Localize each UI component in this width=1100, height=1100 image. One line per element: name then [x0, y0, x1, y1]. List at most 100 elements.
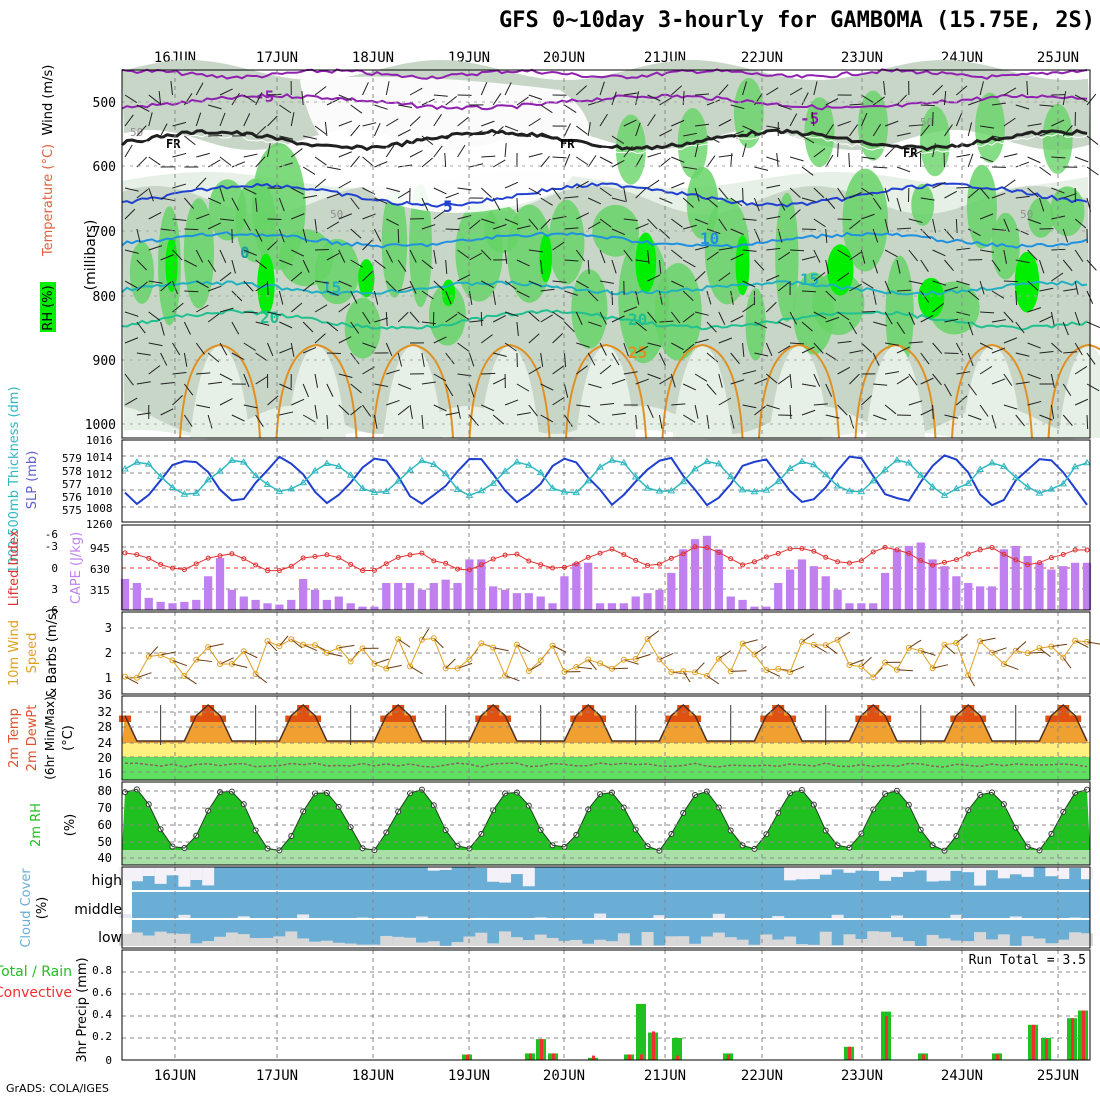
- wind-barb: [564, 259, 579, 262]
- rh-moist-blob: [618, 236, 670, 364]
- wind-barb: [1015, 195, 1030, 199]
- wind-barb: [635, 414, 638, 429]
- cloud-mid-block: [534, 917, 547, 918]
- wind-barb: [183, 321, 191, 335]
- wind-barb: [587, 259, 590, 275]
- rh2m-line: [124, 788, 1088, 852]
- wind-barb: [801, 321, 813, 332]
- cloud-low-block: [879, 931, 892, 946]
- wind-barb: [302, 228, 307, 243]
- wind-barb: [1015, 104, 1030, 110]
- wind-barb: [552, 333, 564, 344]
- wind-barb: [873, 383, 888, 386]
- cape-tick-label: 315: [90, 584, 110, 597]
- wind-barb: [706, 414, 710, 429]
- cape-bar: [227, 589, 237, 610]
- wind-barb: [516, 412, 531, 416]
- wind-barb: [683, 132, 698, 137]
- wind-barb: [682, 197, 694, 208]
- temp-hot-cap: [582, 705, 595, 722]
- cape-bar: [1047, 569, 1056, 610]
- wind-barb: [468, 290, 473, 305]
- wind-barb: [421, 259, 434, 270]
- wind-barb: [623, 371, 638, 375]
- temp-hot-cap: [867, 705, 880, 722]
- precip-conv-bar: [529, 1053, 532, 1060]
- cloud-low-block: [285, 931, 298, 946]
- wind-barb: [160, 228, 175, 232]
- wind-barb: [1003, 179, 1016, 189]
- dewpt-axis-label: 2m DewPt: [25, 705, 40, 772]
- temp-hot-cap: [475, 715, 488, 722]
- wind-barb: [813, 342, 824, 354]
- rh-moist-blob: [654, 263, 702, 361]
- wind-axis-label: Wind (m/s): [41, 65, 56, 136]
- wind-barb: [528, 118, 541, 127]
- thickness-marker: [833, 482, 842, 489]
- wind-barb: [148, 245, 163, 251]
- thickness-marker: [180, 490, 189, 497]
- wind-barb: [742, 639, 758, 645]
- rh-surface-plume: [286, 345, 347, 438]
- wind-barb: [1027, 373, 1041, 380]
- wind-barb: [552, 187, 562, 200]
- wind-barb: [290, 342, 295, 357]
- li-marker: [348, 561, 354, 567]
- minmax-axis-label: (6hr Min/Max): [43, 696, 57, 780]
- cloud-clear-block: [1057, 867, 1070, 879]
- cloud-low-block: [641, 932, 654, 946]
- precip-conv-bar: [922, 1054, 925, 1060]
- wind-barb: [635, 653, 651, 660]
- thickness-marker: [216, 467, 224, 474]
- cape-bar: [417, 589, 427, 610]
- wind-barb: [718, 311, 726, 325]
- wind-barb: [421, 381, 436, 385]
- wind-barb: [1086, 93, 1097, 106]
- wind-barb: [873, 166, 888, 169]
- li-marker: [965, 551, 971, 557]
- cloud-low-block: [974, 932, 987, 946]
- wind-barb: [183, 93, 193, 106]
- rh-surface-plume: [865, 345, 926, 438]
- wind-barb: [196, 152, 210, 158]
- wind-barb: [398, 164, 413, 168]
- wind-barb: [587, 221, 601, 230]
- wind-barb: [421, 157, 433, 168]
- wind-barb: [813, 403, 828, 406]
- wind-barb: [195, 342, 205, 355]
- wind-barb: [1074, 311, 1081, 326]
- wind-barb: [291, 249, 305, 257]
- wind-barb: [481, 404, 495, 412]
- wind-barb: [1003, 337, 1018, 344]
- date-label-top: 18JUN: [352, 50, 394, 66]
- wind-barb: [564, 290, 578, 296]
- wind-barb: [778, 104, 792, 110]
- wind-barb: [765, 342, 773, 357]
- wind-barb: [528, 404, 538, 417]
- wind-barb: [279, 104, 292, 114]
- li-marker: [621, 552, 627, 558]
- wind-barb: [219, 156, 232, 166]
- precip-panel: 0.8 0.6 0.4 0.2 0 Run Total = 3.5 Total / Rain…: [0, 949, 1091, 1067]
- wind-barb: [694, 271, 706, 282]
- wind-barb: [148, 646, 159, 657]
- precip-conv-bar: [640, 1054, 643, 1060]
- li-marker: [597, 550, 603, 556]
- pressure-tick-label: 1000: [85, 418, 116, 433]
- wind-barb: [255, 673, 267, 684]
- wind-barb: [540, 414, 554, 423]
- wind-barb: [932, 303, 944, 313]
- wind-barb: [623, 92, 638, 96]
- li-marker: [241, 556, 247, 562]
- wind-barb: [409, 87, 423, 96]
- wind-barb: [885, 371, 899, 375]
- wind-barb: [623, 187, 627, 202]
- wind-barb: [492, 126, 504, 137]
- wind-barb: [706, 135, 720, 143]
- wind-barb: [587, 290, 599, 302]
- wind-barb: [433, 94, 448, 97]
- cloud-clear-block: [962, 867, 975, 873]
- cloud-low-block: [807, 944, 820, 946]
- wind-barb: [801, 346, 815, 354]
- wind-barb: [160, 321, 165, 336]
